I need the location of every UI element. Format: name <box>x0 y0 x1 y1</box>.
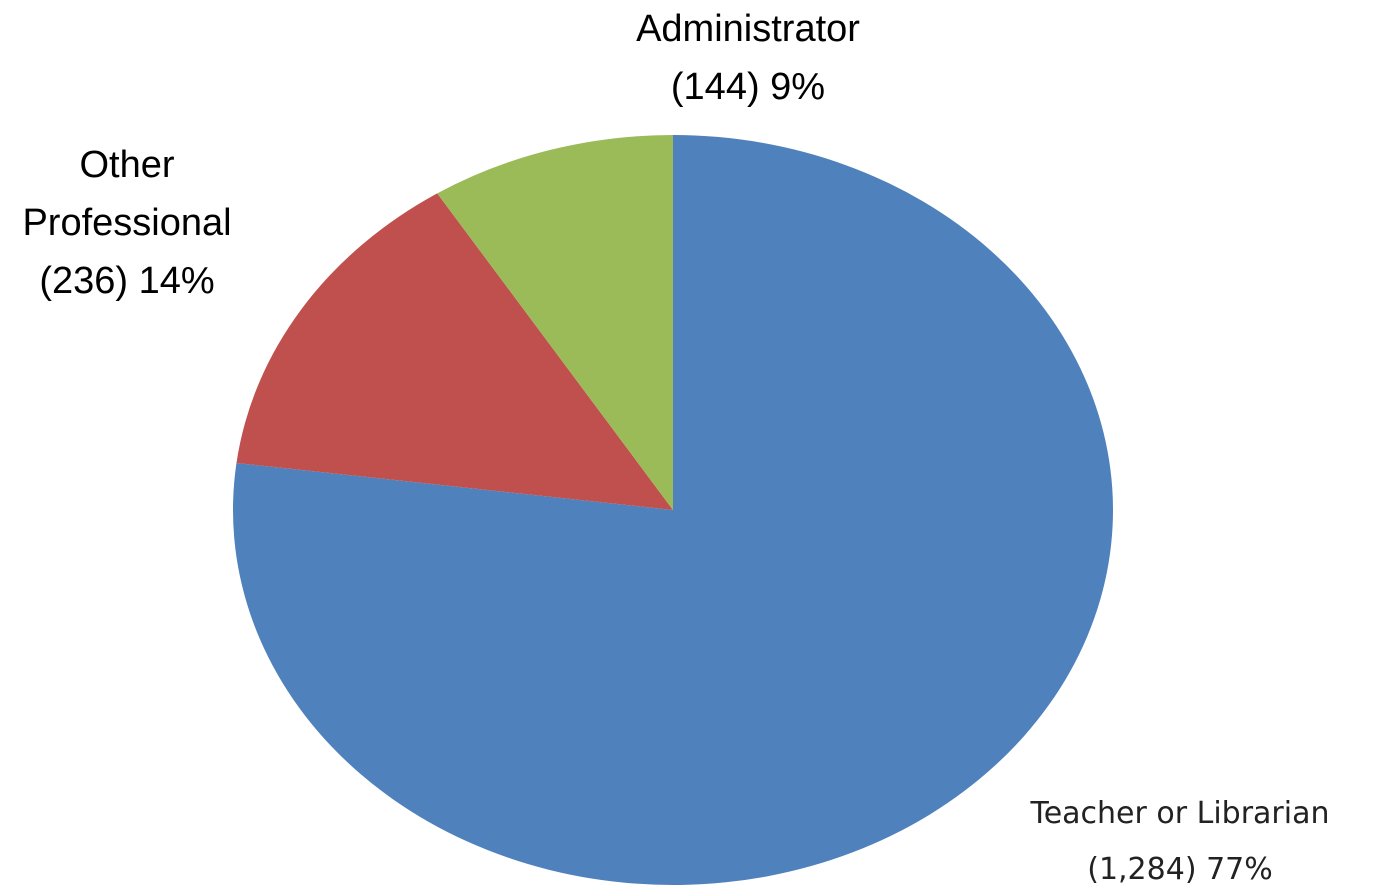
percent-label: 14% <box>138 260 215 302</box>
percent-label: 77% <box>1206 852 1273 887</box>
category-label: Other Professional <box>22 144 232 244</box>
percent-label: 9% <box>770 66 826 108</box>
category-label: Administrator <box>636 8 860 50</box>
pie-slice <box>236 193 673 511</box>
slice-label: Teacher or Librarian (1,284) 77% <box>970 786 1390 889</box>
count-label: (144) <box>670 66 760 108</box>
value-line: (144) 9% <box>598 58 898 116</box>
pie-slice <box>437 135 673 510</box>
count-label: (236) <box>39 260 129 302</box>
value-line: (1,284) 77% <box>970 842 1390 889</box>
value-line: (236) 14% <box>2 252 252 310</box>
pie-slice <box>232 135 1114 886</box>
category-label: Teacher or Librarian <box>1030 796 1330 831</box>
slice-label: Other Professional (236) 14% <box>2 136 252 310</box>
count-label: (1,284) <box>1087 852 1197 887</box>
slice-label: Administrator (144) 9% <box>598 0 898 116</box>
